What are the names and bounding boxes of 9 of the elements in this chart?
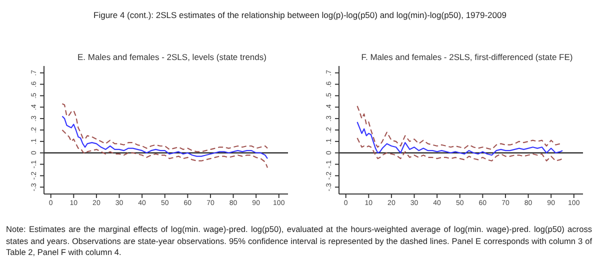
chart-title: E. Males and females - 2SLS, levels (state trends) bbox=[76, 52, 268, 62]
caption: Figure 4 (cont.): 2SLS estimates of the relationship between log(p)-log(p50) and log(min)-log(p50), 1979-2009 bbox=[92, 10, 508, 20]
line-series bbox=[62, 103, 268, 152]
chart-title: F. Males and females - 2SLS, first-differenced (state FE) bbox=[360, 52, 574, 62]
line-series bbox=[356, 121, 564, 156]
line-series bbox=[62, 116, 268, 160]
text: Note: Estimates are the marginal effects of log(min. wage)-pred. log(p50), evaluated at the hours-weighted average of log(min. wage)-pred. log(p50) across states and years. Observations are state-year observations. 95% confidence interval is represented by the dashed lines. Panel E corresponds with column 3 of Table 2, Panel F with column 4. bbox=[6, 224, 592, 258]
line-series bbox=[356, 137, 564, 162]
line-series bbox=[62, 129, 268, 168]
